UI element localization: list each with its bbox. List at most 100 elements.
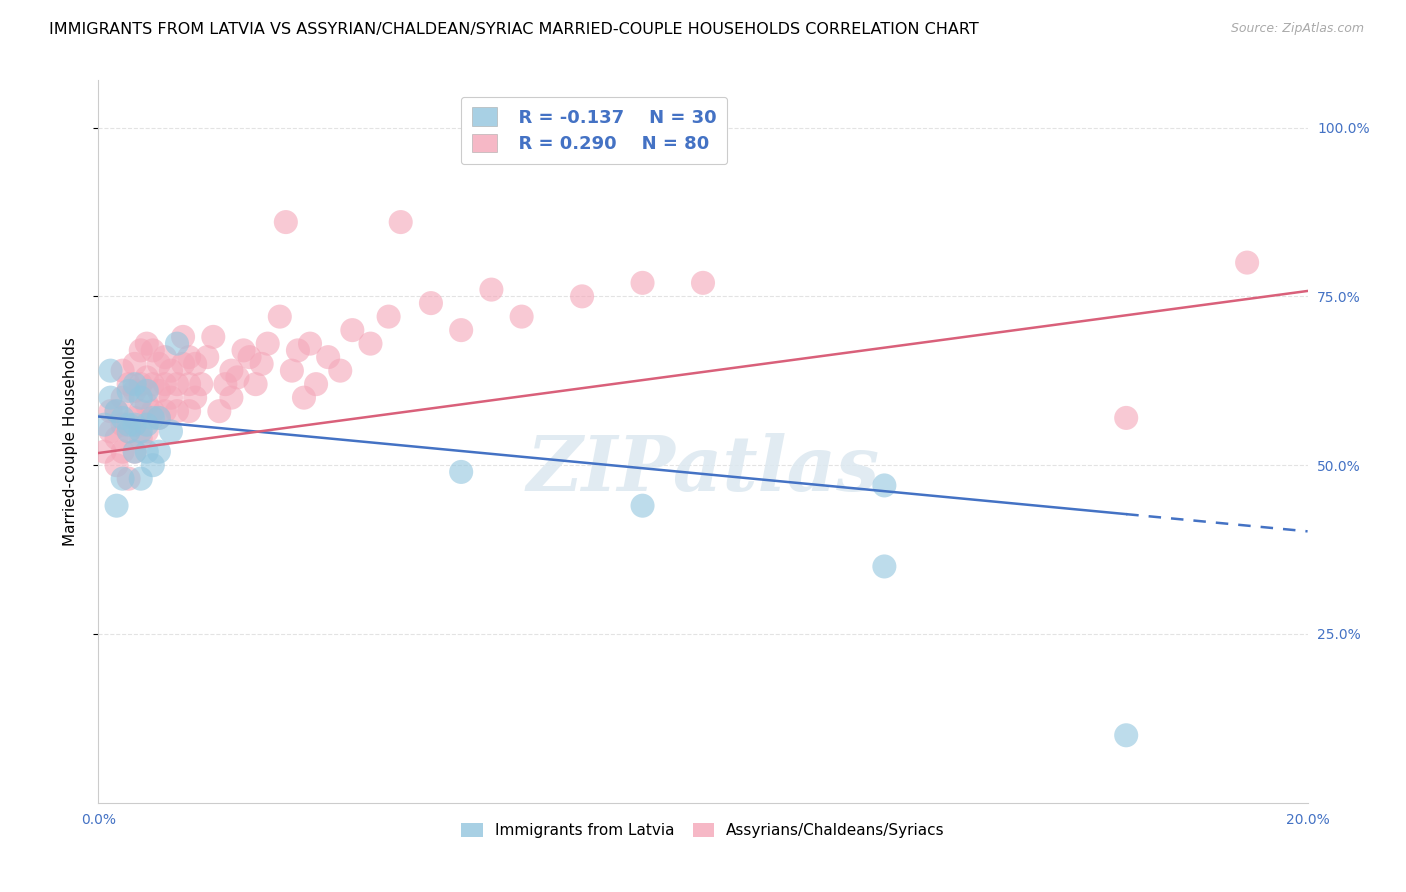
Point (256, 336, 278, 351)
Point (142, 343, 165, 358)
Point (153, 377, 176, 392)
Point (135, 417, 157, 432)
Point (360, 336, 382, 351)
Point (93, 444, 115, 458)
Point (166, 377, 188, 392)
Text: IMMIGRANTS FROM LATVIA VS ASSYRIAN/CHALDEAN/SYRIAC MARRIED-COUPLE HOUSEHOLDS COR: IMMIGRANTS FROM LATVIA VS ASSYRIAN/CHALD… (49, 22, 979, 37)
Text: ZIPatlas: ZIPatlas (526, 434, 880, 508)
Point (111, 411, 134, 425)
Point (873, 478, 896, 492)
Point (287, 343, 309, 358)
Point (377, 310, 399, 324)
Point (124, 417, 146, 432)
Point (239, 350, 262, 364)
Point (299, 336, 322, 351)
Point (129, 425, 152, 439)
Point (269, 310, 291, 324)
Point (184, 357, 207, 371)
Point (105, 458, 128, 472)
Point (100, 391, 122, 405)
Point (111, 472, 134, 486)
Point (124, 444, 146, 458)
Point (135, 425, 157, 439)
Point (124, 411, 146, 425)
Point (105, 404, 128, 418)
Point (316, 350, 339, 364)
Point (221, 364, 243, 378)
Point (214, 377, 236, 392)
Point (124, 357, 146, 371)
Point (129, 404, 152, 418)
Point (118, 384, 141, 398)
Point (329, 364, 352, 378)
Point (179, 404, 201, 418)
Point (111, 364, 134, 378)
Point (342, 323, 364, 337)
Point (245, 377, 267, 392)
Point (129, 431, 152, 445)
Point (105, 404, 128, 418)
Point (184, 391, 207, 405)
Point (274, 215, 297, 229)
Point (100, 364, 122, 378)
Point (873, 559, 896, 574)
Y-axis label: Married-couple Households: Married-couple Households (63, 337, 77, 546)
Point (142, 377, 165, 392)
Point (148, 384, 170, 398)
Point (1115, 728, 1137, 742)
Point (105, 431, 128, 445)
Point (450, 465, 472, 479)
Point (135, 370, 157, 384)
Point (148, 444, 170, 458)
Point (481, 283, 503, 297)
Point (124, 377, 146, 392)
Point (221, 391, 243, 405)
Point (1115, 411, 1137, 425)
Point (135, 444, 157, 458)
Point (226, 370, 249, 384)
Point (129, 377, 152, 392)
Point (172, 357, 194, 371)
Point (124, 384, 146, 398)
Point (631, 276, 654, 290)
Point (111, 417, 134, 432)
Point (420, 296, 443, 310)
Legend: Immigrants from Latvia, Assyrians/Chaldeans/Syriacs: Immigrants from Latvia, Assyrians/Chalde… (454, 815, 952, 846)
Point (135, 336, 157, 351)
Point (93, 417, 115, 432)
Point (208, 404, 231, 418)
Point (450, 323, 472, 337)
Point (631, 499, 654, 513)
Point (148, 411, 170, 425)
Point (166, 404, 188, 418)
Point (153, 404, 176, 418)
Point (160, 391, 183, 405)
Point (105, 499, 128, 513)
Point (118, 472, 141, 486)
Point (142, 458, 165, 472)
Point (305, 377, 328, 392)
Point (135, 397, 157, 411)
Point (179, 377, 201, 392)
Point (129, 391, 152, 405)
Point (118, 425, 141, 439)
Point (232, 343, 254, 358)
Point (389, 215, 412, 229)
Text: Source: ZipAtlas.com: Source: ZipAtlas.com (1230, 22, 1364, 36)
Point (148, 357, 170, 371)
Point (160, 425, 183, 439)
Point (111, 391, 134, 405)
Point (153, 350, 176, 364)
Point (250, 357, 273, 371)
Point (118, 425, 141, 439)
Point (118, 377, 141, 392)
Point (129, 343, 152, 358)
Point (692, 276, 714, 290)
Point (142, 411, 165, 425)
Point (202, 330, 225, 344)
Point (148, 411, 170, 425)
Point (111, 444, 134, 458)
Point (118, 417, 141, 432)
Point (124, 444, 146, 458)
Point (142, 404, 165, 418)
